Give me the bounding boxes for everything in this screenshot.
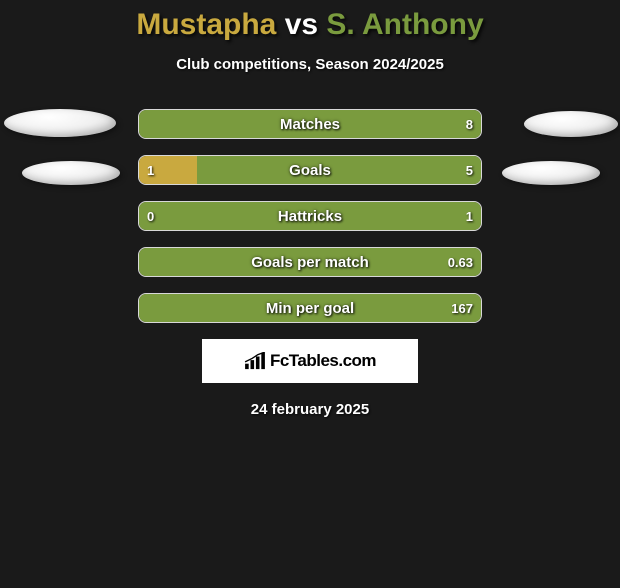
stat-label: Goals bbox=[139, 156, 481, 184]
bar-chart-icon bbox=[244, 352, 266, 370]
title-player2: S. Anthony bbox=[326, 8, 483, 41]
stat-row: 0.63Goals per match bbox=[138, 247, 482, 277]
stat-label: Goals per match bbox=[139, 248, 481, 276]
title-vs: vs bbox=[285, 8, 318, 41]
stat-row: 8Matches bbox=[138, 109, 482, 139]
stat-row: 167Min per goal bbox=[138, 293, 482, 323]
title: Mustapha vs S. Anthony bbox=[0, 8, 620, 42]
player2-photo-placeholder-bottom bbox=[502, 161, 600, 185]
date: 24 february 2025 bbox=[0, 401, 620, 418]
stat-row: 01Hattricks bbox=[138, 201, 482, 231]
subtitle: Club competitions, Season 2024/2025 bbox=[0, 56, 620, 73]
title-player1: Mustapha bbox=[136, 8, 276, 41]
stat-label: Matches bbox=[139, 110, 481, 138]
logo-text: FcTables.com bbox=[270, 351, 376, 371]
comparison-card: Mustapha vs S. Anthony Club competitions… bbox=[0, 8, 620, 588]
player1-photo-placeholder-bottom bbox=[22, 161, 120, 185]
logo-box: FcTables.com bbox=[202, 339, 418, 383]
player1-photo-placeholder-top bbox=[4, 109, 116, 137]
player2-photo-placeholder-top bbox=[524, 111, 618, 137]
stats-area: 8Matches 15Goals 01Hattricks 0.63Goals per … bbox=[0, 109, 620, 323]
stat-label: Hattricks bbox=[139, 202, 481, 230]
stat-bars: 8Matches 15Goals 01Hattricks 0.63Goals per … bbox=[138, 109, 482, 323]
stat-label: Min per goal bbox=[139, 294, 481, 322]
stat-row: 15Goals bbox=[138, 155, 482, 185]
